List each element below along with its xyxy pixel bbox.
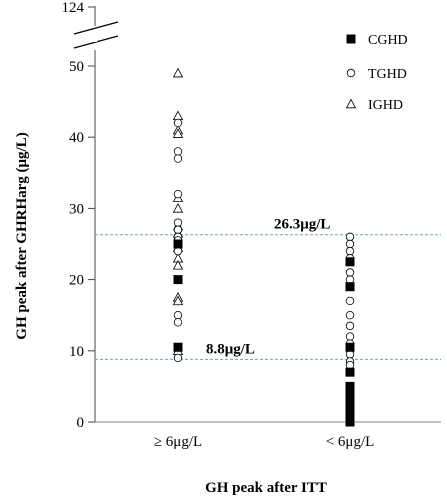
tghd-point	[345, 246, 355, 256]
cghd-point	[345, 257, 355, 267]
reference-line-label: 26.3μg/L	[274, 217, 330, 233]
tghd-point	[173, 218, 183, 227]
legend-label-tghd: TGHD	[368, 67, 407, 82]
tghd-point	[345, 332, 355, 341]
tghd-point	[345, 321, 355, 331]
tghd-point	[173, 189, 183, 199]
y-tick-label: 20	[69, 273, 84, 289]
y-ticks: 0 10 20 30 40 50	[69, 59, 95, 431]
tghd-point	[173, 154, 183, 163]
y-tick-label: 0	[77, 415, 85, 431]
cghd-point	[345, 367, 355, 377]
legend-marker-cghd	[346, 34, 356, 44]
category-label: ≥ 6μg/L	[154, 434, 202, 450]
tghd-point	[345, 296, 355, 306]
legend-label-cghd: CGHD	[368, 33, 408, 48]
axis-break-mark	[73, 21, 119, 49]
tghd-point	[345, 239, 355, 249]
cghd-point	[173, 342, 183, 352]
cghd-point	[173, 275, 183, 285]
ighd-point	[172, 203, 184, 213]
data-points	[172, 67, 355, 427]
tghd-point	[173, 311, 183, 320]
ighd-point	[172, 67, 184, 78]
tghd-point	[173, 318, 183, 327]
reference-line-label: 8.8μg/L	[206, 341, 255, 357]
tghd-point	[345, 232, 355, 242]
y-tick-label: 30	[69, 201, 84, 217]
cghd-point	[345, 342, 355, 352]
y-tick-label: 40	[69, 130, 84, 146]
legend-label-ighd: IGHD	[368, 98, 403, 113]
ighd-point	[172, 110, 184, 121]
tghd-point	[173, 225, 183, 234]
y-tick-label: 50	[69, 59, 84, 75]
y-axis-title: GH peak after GHRHarg (μg/L)	[14, 132, 30, 339]
ighd-point	[172, 128, 184, 138]
category-labels: ≥ 6μg/L < 6μg/L	[154, 434, 374, 450]
cghd-point	[345, 282, 355, 292]
legend-marker-tghd	[346, 68, 356, 78]
cghd-point	[173, 239, 183, 249]
y-tick-label: 10	[69, 344, 84, 360]
reference-lines: 26.3μg/L 8.8μg/L	[95, 217, 441, 360]
ighd-point	[172, 260, 184, 270]
cghd-point	[345, 417, 355, 427]
tghd-point	[345, 268, 355, 277]
category-label: < 6μg/L	[326, 434, 375, 450]
x-axis-title: GH peak after ITT	[205, 480, 327, 496]
legend: CGHD TGHD IGHD	[345, 33, 408, 113]
legend-marker-ighd	[345, 98, 357, 109]
tghd-point	[173, 147, 183, 156]
tghd-point	[173, 353, 183, 363]
ighd-point	[172, 295, 184, 306]
y-tick-label-break: 124	[62, 0, 85, 16]
tghd-point	[173, 118, 183, 128]
tghd-point	[345, 311, 355, 320]
